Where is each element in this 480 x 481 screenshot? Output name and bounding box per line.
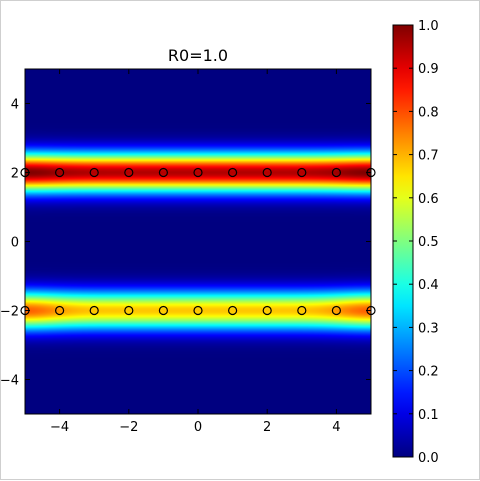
marker-point [158,305,168,316]
marker-point [54,167,65,178]
colorbar-tick-label: 0.8 [418,105,439,120]
marker-point [89,167,99,178]
chart-title: R0=1.0 [168,46,228,65]
y-tick-label: 0 [11,236,19,251]
y-tick-label: 4 [11,98,19,113]
colorbar-tick-label: 0.7 [418,149,439,164]
marker-point [297,305,307,316]
marker-point [262,305,272,316]
marker-point [124,305,134,316]
y-tick-label: 2 [11,167,19,182]
marker-point [158,167,168,178]
heatmap-image [25,69,371,414]
marker-point [331,167,341,178]
colorbar-tick-label: 0.6 [418,192,439,207]
marker-point [89,305,99,316]
x-tick-label: −2 [119,420,138,435]
x-tick-label: 0 [194,420,202,435]
x-tick-label: 2 [263,420,271,435]
colorbar-tick-label: 0.1 [418,408,439,423]
colorbar-tick-label: 0.4 [418,278,439,293]
y-tick-label: −2 [1,305,19,320]
marker-point [228,305,238,316]
marker-point [297,167,307,178]
colorbar-tick-label: 0.5 [418,235,439,250]
marker-point [262,167,272,178]
colorbar-tick-label: 1.0 [418,19,439,34]
x-tick-label: −4 [50,420,69,435]
marker-point [331,305,341,316]
marker-point [193,305,203,316]
colorbar-tick-label: 0.2 [418,365,439,380]
colorbar-tick-label: 0.9 [418,62,439,77]
marker-point [54,305,65,316]
marker-point [124,167,134,178]
marker-point [193,167,203,178]
marker-point [228,167,238,178]
y-tick-label: −4 [1,374,19,389]
x-tick-label: 4 [332,420,340,435]
colorbar-tick-label: 0.3 [418,321,439,336]
colorbar-tick-label: 0.0 [418,451,439,466]
